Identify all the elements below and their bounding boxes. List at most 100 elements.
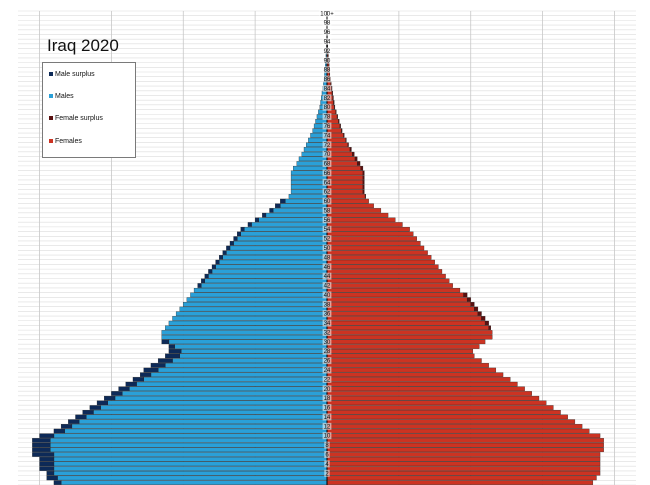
age-tick-label: 6 (325, 452, 329, 458)
tick-label-bg (322, 253, 332, 261)
bar-female-age-67 (326, 165, 361, 171)
bar-male-age-67 (293, 165, 328, 171)
tick-label-bg (322, 328, 332, 336)
bar-female-age-41 (326, 287, 461, 293)
bar-male-age-2 (53, 471, 328, 476)
tick-label-bg (322, 66, 332, 74)
tick-label-bg (322, 375, 332, 383)
bar-female-surplus-age-39 (466, 297, 471, 302)
legend-label: Males (55, 93, 74, 100)
bar-female-age-25 (326, 363, 489, 368)
tick-label-bg (322, 178, 332, 186)
bar-male-surplus-age-46 (211, 264, 216, 270)
tick-label-bg (322, 366, 332, 374)
bar-female-age-40 (326, 292, 464, 298)
bar-female-age-49 (326, 250, 428, 255)
bar-male-age-46 (215, 264, 328, 270)
bar-female-age-18 (326, 395, 540, 401)
tick-label-bg (322, 413, 332, 421)
bar-male-age-55 (251, 222, 328, 227)
legend-label: Male surplus (55, 71, 95, 78)
bar-male-age-25 (165, 363, 328, 368)
bar-female-age-57 (326, 212, 389, 218)
bar-male-age-38 (183, 302, 328, 307)
age-tick-label: 18 (324, 396, 331, 402)
age-tick-label: 8 (325, 443, 329, 449)
legend-item-male-surplus: Male surplus (49, 71, 95, 78)
bar-male-surplus-age-0 (53, 480, 62, 485)
bar-male-surplus-age-54 (240, 226, 245, 232)
age-tick-label: 46 (324, 265, 331, 271)
tick-label-bg (322, 235, 332, 243)
bar-female-surplus-age-64 (362, 180, 365, 185)
bar-female-age-48 (326, 255, 432, 260)
age-tick-label: 12 (324, 424, 331, 430)
bar-female-age-53 (326, 231, 414, 237)
bar-female-surplus-age-40 (463, 292, 468, 298)
bar-male-age-61 (288, 194, 328, 199)
bar-female-age-55 (326, 222, 403, 227)
age-tick-label: 26 (324, 359, 331, 365)
bar-male-surplus-age-18 (104, 395, 116, 401)
bar-male-age-59 (280, 203, 328, 209)
bar-female-surplus-age-83 (331, 90, 333, 96)
bar-female-age-8 (326, 442, 604, 448)
tick-label-bg (322, 141, 332, 149)
bar-male-surplus-age-5 (39, 456, 55, 462)
bar-male-age-62 (290, 189, 328, 194)
age-tick-label: 30 (324, 340, 331, 346)
bar-female-age-7 (326, 447, 604, 453)
bar-male-surplus-age-48 (219, 255, 223, 260)
bar-male-age-17 (107, 400, 328, 406)
bar-female-surplus-age-69 (354, 156, 358, 162)
bar-female-age-14 (326, 414, 568, 420)
bar-male-age-48 (222, 255, 328, 260)
tick-label-bg (322, 103, 332, 111)
bar-male-surplus-age-11 (53, 428, 65, 434)
bar-male-surplus-age-59 (275, 203, 281, 209)
legend-label: Female surplus (55, 115, 103, 122)
tick-label-bg (322, 122, 332, 130)
bar-male-age-54 (244, 226, 328, 232)
tick-label-bg (319, 9, 335, 17)
bar-female-age-62 (326, 189, 364, 194)
tick-label-bg (322, 169, 332, 177)
tick-label-bg (324, 450, 330, 458)
bar-male-surplus-age-8 (32, 442, 51, 448)
age-tick-labels: 100+989694929088868482807876747270686664… (319, 9, 335, 477)
bar-male-age-60 (285, 198, 328, 204)
bar-female-age-31 (326, 334, 493, 340)
bar-male-age-6 (53, 452, 328, 457)
age-tick-label: 96 (324, 30, 331, 36)
bar-male-age-0 (60, 480, 328, 485)
tick-label-bg (322, 197, 332, 205)
bar-female-age-51 (326, 241, 421, 246)
tick-label-bg (322, 160, 332, 168)
bar-female-age-38 (326, 302, 471, 307)
age-tick-label: 82 (324, 96, 331, 102)
bar-male-age-12 (71, 424, 328, 429)
age-tick-label: 50 (324, 246, 331, 252)
tick-label-bg (322, 75, 332, 83)
bar-male-surplus-age-10 (39, 433, 55, 438)
bar-female-age-30 (326, 339, 486, 345)
bar-female-surplus-age-66 (362, 170, 365, 176)
bar-male-surplus-age-51 (229, 241, 234, 246)
bar-female-age-11 (326, 428, 590, 434)
bar-male-age-4 (53, 461, 328, 467)
tick-label-bg (322, 216, 332, 224)
tick-label-bg (322, 84, 332, 92)
age-tick-label: 60 (324, 199, 331, 205)
bar-female-age-52 (326, 236, 417, 241)
tick-label-bg (322, 131, 332, 139)
bar-female-surplus-age-75 (341, 128, 343, 133)
bar-female-surplus-age-63 (362, 184, 365, 190)
legend-label: Females (55, 138, 82, 145)
age-tick-label: 64 (324, 180, 331, 186)
bar-male-age-39 (186, 297, 328, 302)
age-tick-label: 56 (324, 218, 331, 224)
tick-label-bg (322, 300, 332, 308)
tick-label-bg (322, 310, 332, 318)
tick-label-bg (322, 319, 332, 327)
